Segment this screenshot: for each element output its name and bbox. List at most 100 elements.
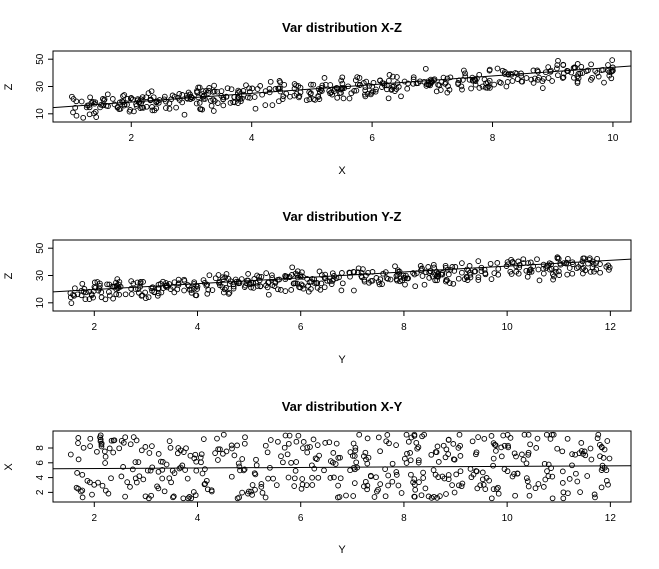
- data-point: [321, 284, 328, 291]
- data-point: [589, 74, 595, 81]
- y-axis-label: Z: [3, 272, 15, 279]
- data-point: [92, 108, 99, 115]
- data-point: [269, 282, 276, 288]
- data-point: [173, 104, 179, 111]
- y-axis-ticks: 10 30 50: [35, 53, 53, 119]
- data-point: [405, 275, 411, 282]
- data-point: [285, 440, 292, 447]
- data-point: [603, 477, 610, 484]
- data-point: [455, 275, 462, 282]
- data-point: [458, 83, 465, 90]
- data-point: [385, 482, 391, 489]
- data-point: [70, 109, 76, 116]
- data-point: [309, 276, 316, 282]
- data-point: [492, 442, 499, 449]
- data-point: [176, 91, 183, 97]
- data-point: [109, 96, 116, 102]
- data-point: [161, 93, 168, 100]
- data-point: [543, 431, 550, 438]
- data-point: [559, 448, 566, 455]
- data-point: [67, 451, 74, 458]
- data-point: [560, 74, 567, 81]
- data-point: [483, 475, 490, 481]
- data-point: [79, 280, 86, 287]
- data-point: [435, 81, 441, 88]
- data-point: [430, 261, 437, 268]
- data-point: [80, 444, 87, 451]
- data-point: [281, 444, 288, 451]
- data-point: [308, 278, 315, 285]
- scatter-points: [69, 57, 616, 121]
- data-point: [486, 66, 493, 73]
- data-point: [469, 438, 476, 445]
- data-point: [547, 436, 554, 442]
- data-point: [281, 81, 288, 88]
- data-point: [195, 84, 202, 91]
- data-point: [442, 454, 449, 461]
- data-point: [456, 431, 463, 438]
- data-point: [511, 471, 517, 477]
- data-point: [299, 476, 306, 482]
- data-point: [464, 274, 470, 281]
- data-point: [365, 454, 372, 461]
- fit-line: [52, 65, 632, 109]
- data-point: [163, 461, 170, 468]
- data-point: [166, 281, 173, 287]
- data-point: [520, 456, 527, 463]
- data-point: [549, 495, 556, 502]
- data-point: [230, 285, 237, 292]
- data-point: [321, 75, 328, 81]
- data-point: [176, 97, 183, 103]
- data-point: [395, 83, 402, 90]
- data-point: [411, 493, 418, 500]
- data-point: [81, 286, 88, 292]
- data-point: [259, 489, 266, 496]
- x-axis-ticks: 2 4 6 8 10: [128, 122, 619, 144]
- data-point: [246, 281, 253, 288]
- data-point: [515, 270, 522, 277]
- data-point: [220, 289, 227, 296]
- data-point: [269, 272, 275, 279]
- data-point: [563, 260, 570, 267]
- data-point: [402, 455, 408, 462]
- data-point: [411, 476, 418, 482]
- data-point: [223, 284, 229, 291]
- data-point: [228, 473, 235, 480]
- data-point: [175, 280, 182, 287]
- data-point: [475, 274, 482, 281]
- data-point: [254, 272, 260, 279]
- data-point: [501, 71, 508, 77]
- data-point: [220, 102, 227, 109]
- x-tick-label: 6: [298, 322, 304, 333]
- data-point: [347, 273, 353, 280]
- y-tick-label: 8: [35, 445, 46, 451]
- data-point: [606, 69, 613, 75]
- data-point: [326, 439, 333, 446]
- scatter-points: [67, 254, 613, 306]
- data-point: [351, 88, 357, 94]
- data-point: [597, 261, 603, 267]
- data-point: [377, 481, 384, 487]
- data-point: [269, 102, 276, 108]
- data-point: [127, 484, 133, 490]
- data-point: [445, 451, 452, 457]
- data-point: [215, 446, 222, 453]
- data-point: [275, 438, 281, 445]
- data-point: [377, 448, 383, 455]
- data-point: [294, 268, 301, 275]
- data-point: [223, 271, 230, 277]
- data-point: [75, 485, 82, 492]
- data-point: [74, 470, 80, 476]
- chart-title: Var distribution X-Z: [282, 20, 402, 35]
- data-point: [554, 445, 561, 452]
- data-point: [513, 263, 520, 270]
- data-point: [566, 265, 573, 271]
- data-point: [585, 67, 591, 74]
- data-point: [312, 455, 319, 462]
- data-point: [317, 286, 324, 293]
- data-point: [476, 85, 483, 91]
- data-point: [381, 82, 388, 88]
- data-point: [565, 490, 571, 497]
- data-point: [384, 82, 390, 89]
- x-tick-label: 10: [502, 322, 514, 333]
